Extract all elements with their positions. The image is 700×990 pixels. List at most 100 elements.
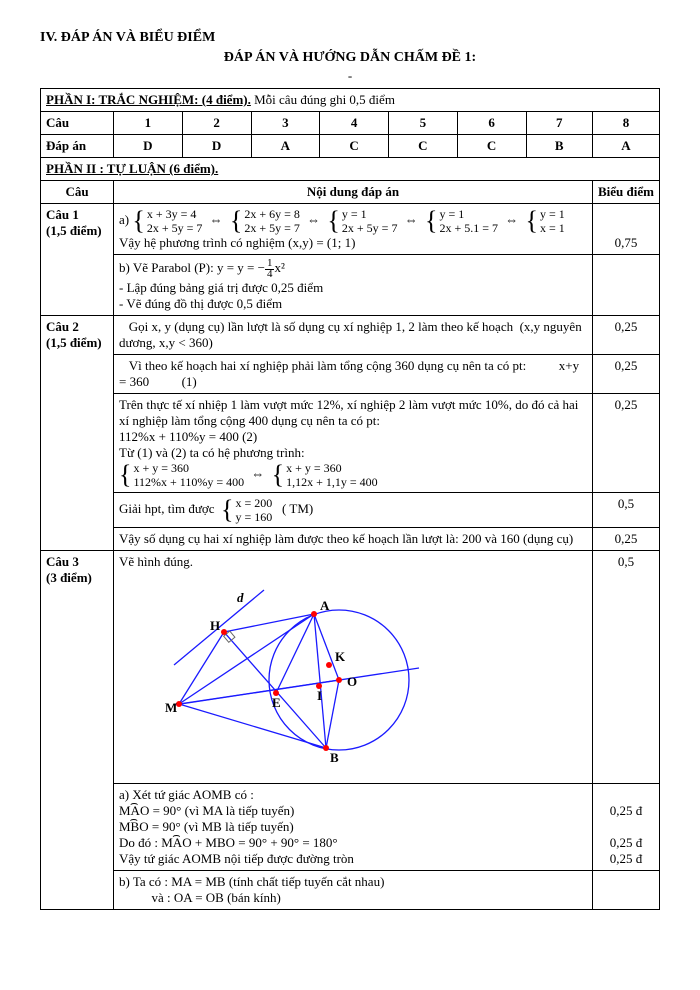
mcq-ans: B xyxy=(526,135,593,158)
mcq-answer-row: Đáp án D D A C C C B A xyxy=(41,135,660,158)
c1-b-suf: x² xyxy=(274,260,284,275)
c2-p3-cell: Trên thực tế xí nhiệp 1 làm vượt mức 12%… xyxy=(114,394,593,493)
c2-row5: Vậy số dụng cụ hai xí nghiệp làm được th… xyxy=(41,528,660,551)
c3-a4-pre: Do đó : xyxy=(119,835,161,850)
hdr-cau: Câu xyxy=(41,181,114,204)
c1-a-prefix: a) xyxy=(119,212,129,227)
c2-p1: Gọi x, y (dụng cụ) lần lượt là số dụng c… xyxy=(114,316,593,355)
mcq-cau-label: Câu xyxy=(41,112,114,135)
svg-text:O: O xyxy=(347,674,357,689)
arc-mbo: MBO xyxy=(119,819,149,835)
c3-row-a: a) Xét tứ giác AOMB có : MAO = 90° (vì M… xyxy=(41,784,660,871)
c3-sa2: 0,25 đ xyxy=(610,835,643,850)
c2-p3: Trên thực tế xí nhiệp 1 làm vượt mức 12%… xyxy=(119,397,578,428)
c3-sb xyxy=(593,871,660,910)
c3-label: Câu 3 xyxy=(46,554,79,569)
eq: y = 160 xyxy=(236,510,273,524)
c2-p3b: 112%x + 110%y = 400 (2) xyxy=(119,429,257,444)
c2-p5: Giải hpt, tìm được xyxy=(119,501,215,516)
c1-b-l2: - Vẽ đúng đồ thị được 0,5 điểm xyxy=(119,296,282,311)
answer-header-row: Câu Nội dung đáp án Biểu điểm xyxy=(41,181,660,204)
c3-label-cell: Câu 3 (3 điểm) xyxy=(41,551,114,910)
eq: 2x + 6y = 8 xyxy=(244,207,300,221)
c2-sub: (1,5 điểm) xyxy=(46,335,102,350)
answer-key-title: ĐÁP ÁN VÀ HƯỚNG DẪN CHẤM ĐỀ 1: xyxy=(40,50,660,66)
hdr-diem: Biểu điểm xyxy=(593,181,660,204)
mcq-ans: A xyxy=(251,135,320,158)
part2-title-text: PHẦN II : TỰ LUẬN (6 điểm). xyxy=(46,161,218,176)
mcq-da-label: Đáp án xyxy=(41,135,114,158)
svg-text:H: H xyxy=(210,618,220,633)
mcq-col: 3 xyxy=(251,112,320,135)
part1-title: PHẦN I: TRẮC NGHIỆM: (4 điểm). Mỗi câu đ… xyxy=(41,89,660,112)
svg-text:K: K xyxy=(335,649,346,664)
svg-text:M: M xyxy=(165,700,177,715)
c3-sa-cell: 0,25 đ 0,25 đ 0,25 đ xyxy=(593,784,660,871)
c2-s6: 0,25 xyxy=(593,528,660,551)
eq: y = 1 xyxy=(342,207,367,221)
c2-row2: Vì theo kế hoạch hai xí nghiệp phải làm … xyxy=(41,355,660,394)
c1-b-l1: - Lập đúng bảng giá trị được 0,25 điểm xyxy=(119,280,323,295)
eq: 2x + 5y = 7 xyxy=(147,221,203,235)
c2-row3: Trên thực tế xí nhiệp 1 làm vượt mức 12%… xyxy=(41,394,660,493)
geometry-figure: ABOMHdEIK xyxy=(119,570,459,780)
mcq-col: 1 xyxy=(114,112,183,135)
svg-text:A: A xyxy=(320,598,330,613)
c1-concl: Vậy hệ phương trình có nghiệm (x,y) = (1… xyxy=(119,235,355,250)
c1-sub: (1,5 điểm) xyxy=(46,223,102,238)
main-table: PHẦN I: TRẮC NGHIỆM: (4 điểm). Mỗi câu đ… xyxy=(40,88,660,910)
c1-label-cell: Câu 1 (1,5 điểm) xyxy=(41,204,114,316)
part2-title: PHẦN II : TỰ LUẬN (6 điểm). xyxy=(41,158,660,181)
c2-s3: 0,25 xyxy=(593,394,660,493)
part1-title-text: PHẦN I: TRẮC NGHIỆM: (4 điểm). xyxy=(46,92,251,107)
c2-tm: ( TM) xyxy=(282,501,313,516)
mcq-ans: D xyxy=(182,135,251,158)
c2-label: Câu 2 xyxy=(46,319,79,334)
c2-p6: Vậy số dụng cụ hai xí nghiệp làm được th… xyxy=(114,528,593,551)
c1-content-a: a) {x + 3y = 42x + 5y = 7 ⇔ {2x + 6y = 8… xyxy=(114,204,593,255)
mcq-ans: C xyxy=(389,135,458,158)
c3-a-cell: a) Xét tứ giác AOMB có : MAO = 90° (vì M… xyxy=(114,784,593,871)
mcq-col: 8 xyxy=(593,112,660,135)
c1-b-text: b) Vẽ Parabol (P): y = xyxy=(119,260,237,275)
c2-s1: 0,25 xyxy=(593,316,660,355)
mcq-col: 7 xyxy=(526,112,593,135)
svg-text:B: B xyxy=(330,750,339,765)
c3-sub: (3 điểm) xyxy=(46,570,92,585)
c2-row4: Giải hpt, tìm được {x = 200y = 160 ( TM)… xyxy=(41,493,660,528)
c3-b1: b) Ta có : MA = MB (tính chất tiếp tuyến… xyxy=(119,874,384,889)
mcq-ans: C xyxy=(320,135,389,158)
c3-a2: = 90° (vì MA là tiếp tuyến) xyxy=(149,803,294,818)
mcq-ans: C xyxy=(457,135,526,158)
c3-sa1: 0,25 đ xyxy=(610,803,643,818)
c3-figure-cell: Vẽ hình đúng. ABOMHdEIK xyxy=(114,551,593,784)
section-heading: IV. ĐÁP ÁN VÀ BIỂU ĐIỂM xyxy=(40,30,660,46)
eq: x + y = 360 xyxy=(133,461,189,475)
eq: x + y = 360 xyxy=(286,461,342,475)
c2-label-cell: Câu 2 (1,5 điểm) xyxy=(41,316,114,551)
dash: - xyxy=(40,68,660,84)
c2-s5: 0,5 xyxy=(593,493,660,528)
c1-label: Câu 1 xyxy=(46,207,79,222)
c1-content-b: b) Vẽ Parabol (P): y = y = −14x² - Lập đ… xyxy=(114,255,593,316)
c3-row-draw: Câu 3 (3 điểm) Vẽ hình đúng. ABOMHdEIK 0… xyxy=(41,551,660,784)
mcq-col: 2 xyxy=(182,112,251,135)
mcq-col: 5 xyxy=(389,112,458,135)
eq: x = 200 xyxy=(236,496,273,510)
mcq-ans: A xyxy=(593,135,660,158)
c3-b2: và : OA = OB (bán kính) xyxy=(119,890,281,905)
eq: 2x + 5y = 7 xyxy=(244,221,300,235)
eq: 2x + 5.1 = 7 xyxy=(439,221,498,235)
c1-score-b xyxy=(593,255,660,316)
eq: x + 3y = 4 xyxy=(147,207,197,221)
eq: 2x + 5y = 7 xyxy=(342,221,398,235)
hdr-noidung: Nội dung đáp án xyxy=(114,181,593,204)
c3-b-cell: b) Ta có : MA = MB (tính chất tiếp tuyến… xyxy=(114,871,593,910)
eq: y = 1 xyxy=(540,207,565,221)
c3-a4: + MBO = 90° + 90° = 180° xyxy=(192,835,338,850)
mcq-ans: D xyxy=(114,135,183,158)
c2-row1: Câu 2 (1,5 điểm) Gọi x, y (dụng cụ) lần … xyxy=(41,316,660,355)
c3-draw-text: Vẽ hình đúng. xyxy=(119,554,587,570)
eq: x = 1 xyxy=(540,221,565,235)
c3-sa3: 0,25 đ xyxy=(610,851,643,866)
